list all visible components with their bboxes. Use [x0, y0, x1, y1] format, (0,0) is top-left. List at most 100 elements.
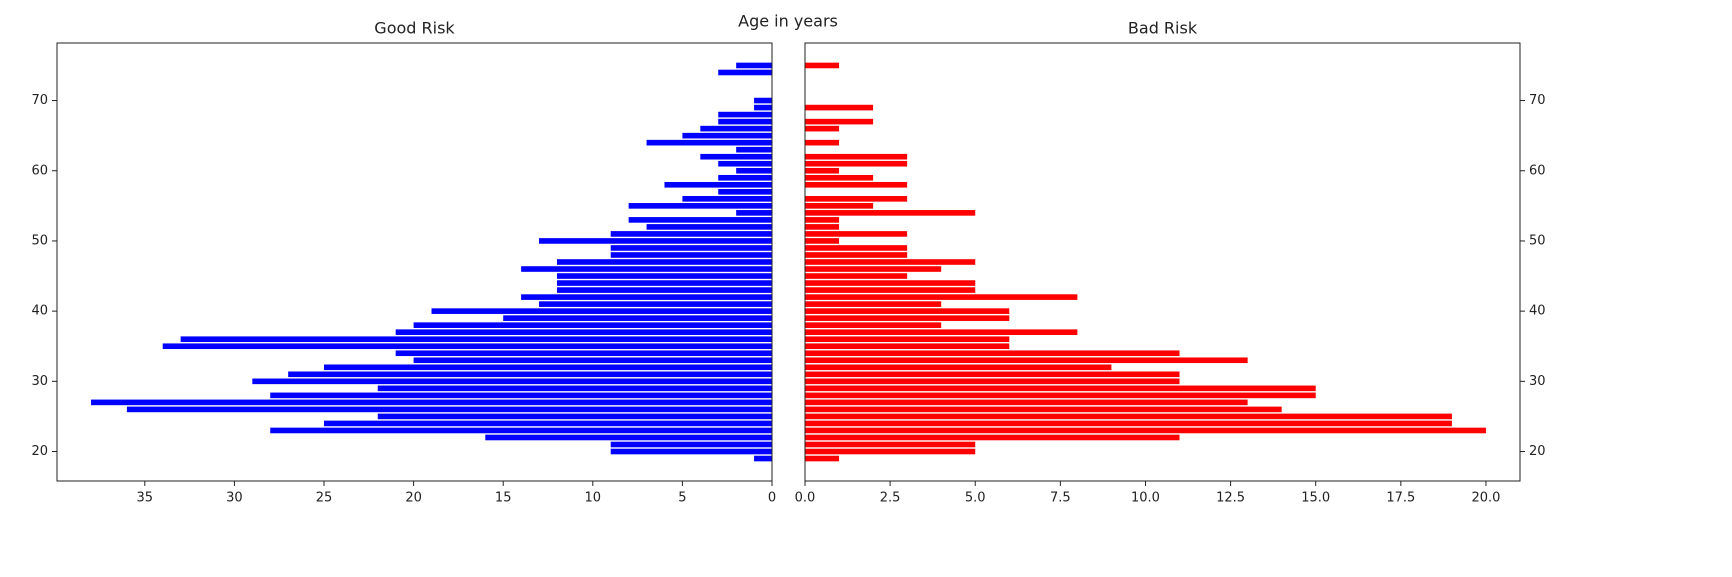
bar	[805, 371, 1180, 378]
bar	[805, 287, 976, 293]
bar	[754, 104, 772, 111]
bar	[805, 280, 976, 286]
bar	[718, 69, 772, 76]
y-tick-label: 20	[1529, 444, 1546, 459]
y-tick-label: 50	[1529, 233, 1546, 248]
subplot-title: Good Risk	[374, 19, 455, 38]
bar	[718, 189, 772, 195]
bar	[126, 406, 773, 413]
bar	[610, 448, 772, 455]
suptitle: Age in years	[738, 12, 838, 31]
bar	[556, 273, 772, 279]
bar	[754, 455, 772, 462]
x-tick-label: 5	[678, 491, 686, 506]
x-tick-label: 10.0	[1131, 491, 1160, 506]
bar	[736, 167, 772, 174]
bar	[270, 392, 772, 399]
bar	[805, 385, 1316, 392]
x-tick-label: 2.5	[880, 491, 901, 506]
bar	[805, 329, 1078, 335]
bar	[736, 210, 772, 216]
bar	[503, 315, 772, 321]
y-tick-label: 70	[1529, 93, 1546, 108]
x-tick-label: 35	[137, 491, 154, 506]
bar	[805, 350, 1180, 357]
bar	[805, 62, 840, 69]
bar	[805, 399, 1248, 406]
bar	[805, 238, 840, 244]
bar	[805, 273, 908, 279]
bar	[805, 315, 1010, 321]
bar	[805, 167, 840, 174]
bar	[805, 455, 840, 462]
bar	[805, 252, 908, 258]
bar	[395, 350, 772, 357]
bar	[628, 217, 772, 223]
bar	[288, 371, 772, 378]
x-tick-label: 10	[585, 491, 602, 506]
bar	[805, 308, 1010, 314]
bar	[431, 308, 772, 314]
bar	[718, 174, 772, 181]
bar	[718, 160, 772, 167]
bar	[805, 301, 942, 307]
bar	[805, 210, 976, 216]
axes-frame	[804, 42, 1521, 482]
bar	[610, 245, 772, 251]
x-tick-label: 20.0	[1471, 491, 1500, 506]
bar	[805, 357, 1248, 364]
bar	[805, 217, 840, 223]
bar	[805, 196, 908, 202]
bar	[736, 146, 772, 153]
bar	[646, 224, 772, 230]
x-tick-label: 20	[405, 491, 422, 506]
bar	[805, 364, 1112, 371]
y-tick-label: 40	[1529, 304, 1546, 319]
bar	[610, 231, 772, 237]
bar	[718, 111, 772, 118]
bar	[805, 231, 908, 237]
bar	[805, 203, 874, 209]
x-tick-label: 17.5	[1386, 491, 1415, 506]
bar	[377, 385, 772, 392]
x-tick-label: 25	[316, 491, 333, 506]
x-tick-label: 0.0	[795, 491, 816, 506]
bar	[805, 413, 1452, 420]
x-tick-label: 0	[768, 491, 776, 506]
bar	[805, 125, 840, 132]
bar	[539, 301, 772, 307]
bar	[682, 196, 772, 202]
bar	[252, 378, 773, 385]
bar	[682, 132, 772, 139]
bar	[736, 62, 772, 69]
x-tick-label: 12.5	[1216, 491, 1245, 506]
bar	[556, 259, 772, 265]
bar	[664, 181, 772, 188]
x-tick-label: 15	[495, 491, 512, 506]
bar	[805, 441, 976, 448]
y-tick-label: 20	[31, 444, 48, 459]
bar	[805, 266, 942, 272]
bar	[805, 322, 942, 328]
y-tick-label: 60	[1529, 163, 1546, 178]
bar	[805, 420, 1452, 427]
bar	[805, 104, 874, 111]
bar	[805, 245, 908, 251]
bar	[805, 174, 874, 181]
bar	[395, 329, 772, 335]
bar	[805, 448, 976, 455]
bar	[485, 434, 772, 441]
bar	[324, 420, 772, 427]
bar	[162, 343, 773, 350]
y-tick-label: 40	[31, 304, 48, 319]
x-tick-label: 30	[226, 491, 243, 506]
bar	[805, 336, 1010, 343]
bar	[324, 364, 772, 371]
bar	[521, 294, 772, 300]
bar	[805, 378, 1180, 385]
bar	[805, 118, 874, 125]
bar	[270, 427, 772, 434]
bar	[377, 413, 772, 420]
